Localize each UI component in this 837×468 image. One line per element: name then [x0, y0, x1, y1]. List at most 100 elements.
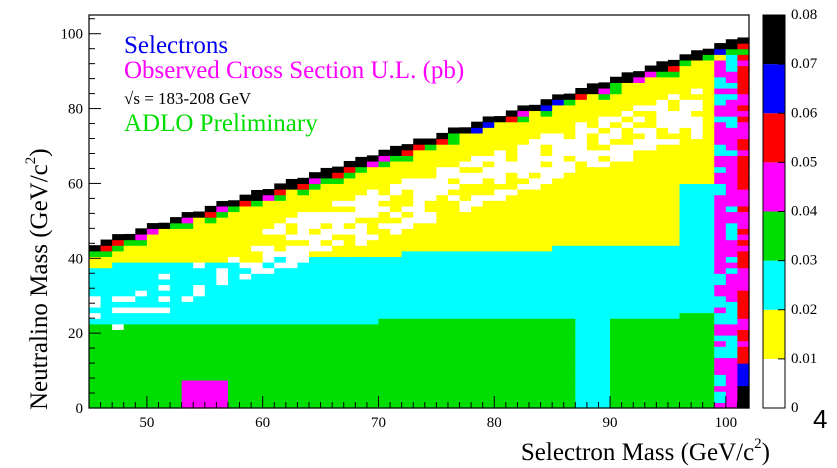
heatmap-cell: [517, 205, 530, 213]
heatmap-cell: [390, 228, 403, 235]
heatmap-cell: [459, 357, 472, 364]
heatmap-cell: [702, 340, 715, 347]
heatmap-cell: [89, 273, 102, 280]
heatmap-cell: [424, 290, 437, 297]
heatmap-cell: [529, 172, 542, 179]
heatmap-cell: [702, 396, 715, 403]
heatmap-cell: [413, 351, 426, 359]
heatmap-cell: [575, 155, 588, 162]
heatmap-cell: [355, 156, 368, 162]
heatmap-cell: [679, 284, 692, 291]
heatmap-cell: [656, 245, 669, 252]
heatmap-cell: [540, 379, 553, 387]
heatmap-cell: [251, 290, 264, 297]
heatmap-cell: [471, 391, 484, 398]
heatmap-cell: [482, 127, 495, 134]
heatmap-cell: [239, 391, 252, 398]
heatmap-cell: [181, 335, 194, 342]
heatmap-cell: [586, 290, 600, 297]
heatmap-cell: [737, 217, 750, 224]
colorbar-tick-label: 0.04: [791, 204, 818, 220]
heatmap-cell: [505, 346, 519, 353]
heatmap-cell: [424, 256, 437, 263]
heatmap-cell: [378, 194, 391, 201]
heatmap-cell: [390, 250, 403, 258]
heatmap-cell: [633, 166, 646, 173]
heatmap-cell: [621, 385, 634, 392]
heatmap-cell: [227, 211, 241, 218]
heatmap-cell: [123, 245, 136, 252]
heatmap-cell: [633, 211, 646, 218]
heatmap-cell: [436, 144, 449, 151]
heatmap-cell: [656, 368, 669, 375]
heatmap-cell: [691, 54, 704, 61]
heatmap-cell: [262, 211, 275, 218]
heatmap-cell: [517, 323, 530, 330]
heatmap-cell: [598, 273, 611, 280]
heatmap-cell: [239, 340, 252, 347]
heatmap-cell: [390, 318, 403, 325]
heatmap-cell: [297, 396, 310, 403]
heatmap-cell: [100, 290, 113, 297]
heatmap-cell: [540, 267, 553, 274]
heatmap-cell: [540, 385, 553, 392]
heatmap-cell: [401, 228, 414, 235]
heatmap-cell: [563, 228, 576, 235]
heatmap-cell: [309, 250, 322, 258]
heatmap-cell: [482, 217, 495, 224]
heatmap-cell: [702, 335, 715, 342]
heatmap-cell: [633, 357, 646, 364]
heatmap-cell: [424, 329, 437, 336]
heatmap-cell: [366, 318, 380, 325]
y-tick-label: 40: [68, 251, 83, 267]
heatmap-cell: [529, 245, 542, 252]
heatmap-cell: [436, 368, 449, 375]
heatmap-cell: [413, 262, 426, 269]
heatmap-cell: [332, 335, 345, 342]
heatmap-cell: [227, 290, 241, 297]
heatmap-cell: [447, 368, 461, 375]
heatmap-cell: [309, 239, 322, 246]
heatmap-cell: [390, 346, 403, 353]
heatmap-cell: [702, 374, 715, 381]
heatmap-cell: [251, 318, 264, 325]
heatmap-cell: [691, 194, 704, 201]
heatmap-cell: [436, 256, 449, 263]
heatmap-cell: [598, 200, 611, 207]
heatmap-cell: [181, 228, 194, 235]
heatmap-cell: [193, 351, 206, 359]
heatmap-cell: [170, 318, 183, 325]
heatmap-cell: [552, 189, 565, 196]
heatmap-cell: [424, 379, 437, 387]
heatmap-cell: [505, 200, 519, 207]
heatmap-cell: [378, 250, 391, 258]
heatmap-cell: [378, 228, 391, 235]
heatmap-cell: [193, 222, 206, 229]
heatmap-cell: [505, 116, 519, 123]
heatmap-cell: [494, 306, 507, 314]
heatmap-cell: [702, 132, 715, 140]
heatmap-cell: [482, 144, 495, 151]
heatmap-cell: [702, 65, 715, 72]
heatmap-cell: [424, 312, 437, 319]
heatmap-cell: [285, 318, 299, 325]
heatmap-cell: [355, 329, 368, 336]
heatmap-cell: [540, 306, 553, 314]
heatmap-cell: [482, 340, 495, 347]
heatmap-cell: [644, 374, 657, 381]
heatmap-cell: [413, 189, 426, 196]
y-tick-label: 0: [76, 401, 84, 417]
heatmap-cell: [436, 290, 449, 297]
heatmap-cell: [540, 245, 553, 252]
heatmap-cell: [691, 278, 704, 286]
heatmap-cell: [505, 149, 519, 156]
heatmap-cell: [413, 295, 426, 302]
heatmap-cell: [320, 346, 333, 353]
heatmap-cell: [309, 323, 322, 330]
heatmap-cell: [413, 155, 426, 162]
heatmap-cell: [714, 335, 727, 342]
heatmap-cell: [343, 245, 356, 252]
heatmap-cell: [285, 222, 299, 229]
heatmap-cell: [309, 402, 322, 409]
heatmap-cell: [714, 351, 727, 359]
